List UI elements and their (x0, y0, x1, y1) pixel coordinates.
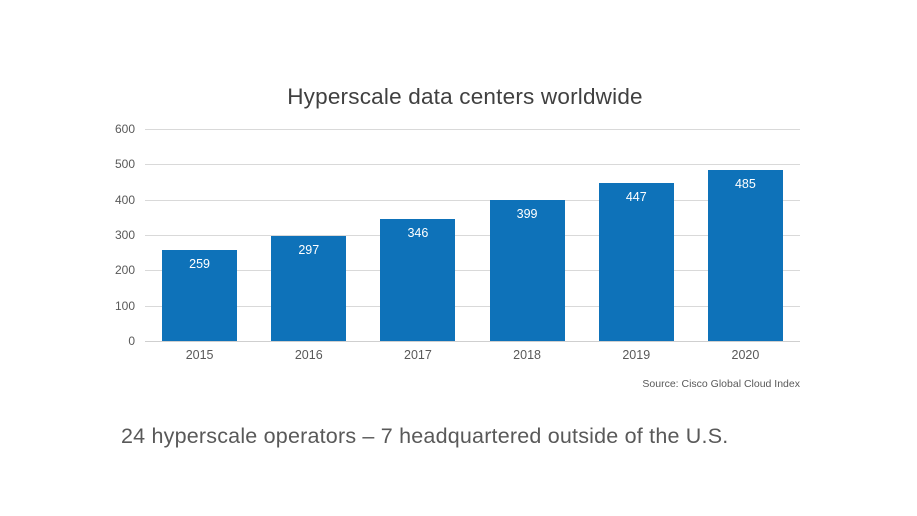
x-axis-label-2017: 2017 (404, 348, 432, 362)
x-axis-label-2020: 2020 (731, 348, 760, 362)
y-axis-tick-label-300: 300 (114, 228, 135, 242)
bar-value-label-2016: 297 (298, 243, 320, 258)
gridline-y-400 (145, 199, 800, 201)
source-note: Source: Cisco Global Cloud Index (642, 378, 800, 390)
x-axis-line (145, 341, 800, 342)
x-axis-label-2016: 2016 (294, 348, 323, 362)
y-axis-tick-label-200: 200 (114, 263, 135, 278)
bar-2016: 297 (271, 236, 347, 341)
caption-text: 24 hyperscale operators – 7 headquartere… (121, 424, 729, 448)
y-axis-tick-label-600: 600 (114, 122, 135, 136)
bar-chart-plot-area: 0 100 200 300 400 500 600 259 2015 297 2016 346 2017… (115, 123, 800, 362)
y-axis-tick-label-500: 500 (114, 157, 135, 172)
bar-2018: 399 (489, 200, 565, 341)
gridline-y-300 (145, 235, 800, 236)
chart-title: Hyperscale data centers worldwide (287, 84, 643, 109)
bar-2015: 259 (162, 249, 238, 341)
bar-value-label-2019: 447 (625, 190, 647, 205)
y-axis-tick-label-400: 400 (114, 192, 135, 207)
bar-value-label-2017: 346 (407, 225, 429, 240)
gridline-y-100 (145, 305, 800, 307)
bar-value-label-2015: 259 (189, 256, 210, 271)
bar-value-label-2020: 485 (734, 176, 756, 191)
gridline-y-500 (145, 164, 800, 166)
x-axis-label-2015: 2015 (185, 348, 214, 362)
bar-2020: 485 (707, 169, 783, 341)
y-axis-tick-label-100: 100 (114, 298, 135, 313)
bar-2017: 346 (380, 218, 456, 341)
y-axis-tick-label-0: 0 (128, 334, 135, 348)
bar-2019: 447 (598, 183, 674, 341)
x-axis-label-2018: 2018 (513, 348, 541, 362)
x-axis-label-2019: 2019 (622, 348, 651, 362)
bar-value-label-2018: 399 (516, 207, 538, 222)
gridline-y-600 (145, 129, 800, 130)
gridline-y-200 (145, 270, 800, 272)
